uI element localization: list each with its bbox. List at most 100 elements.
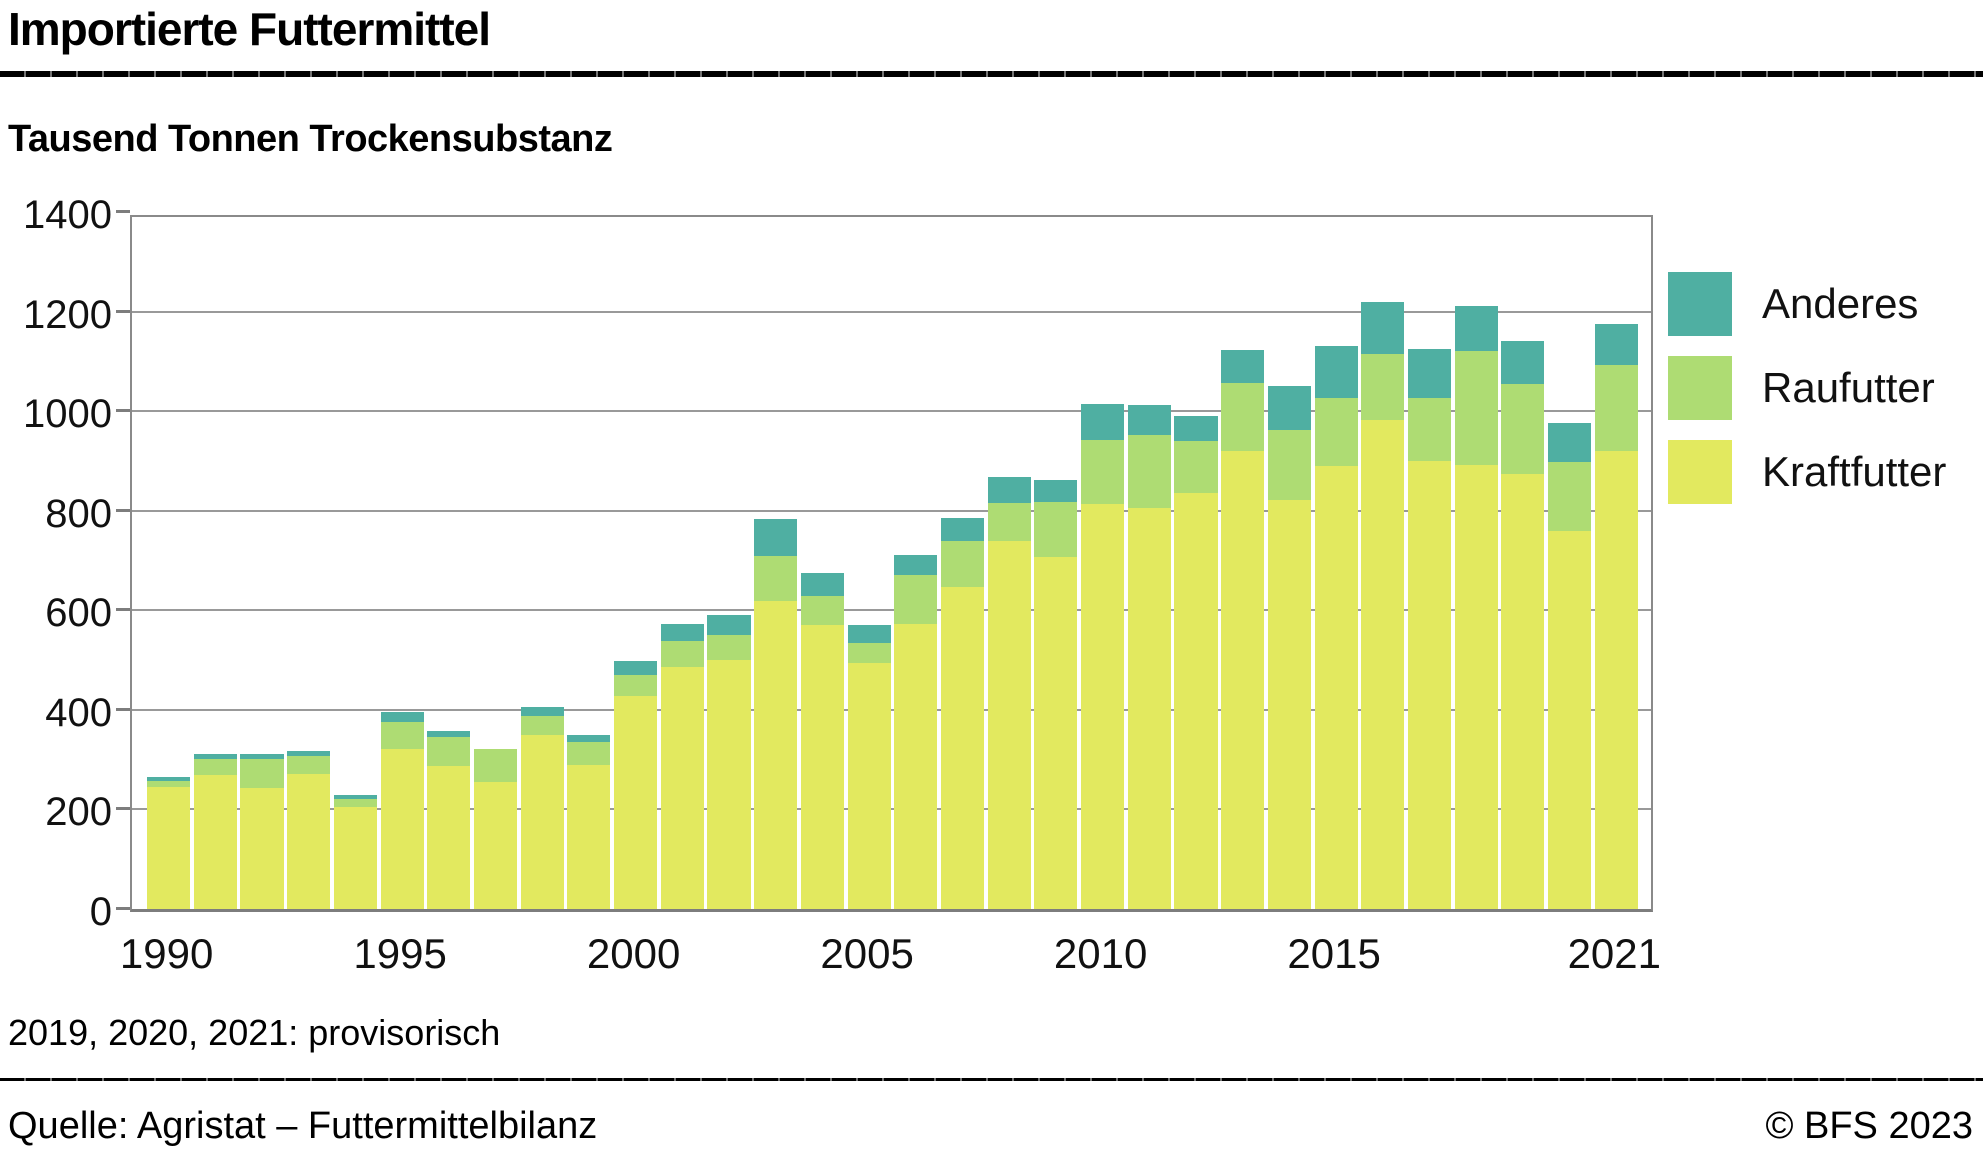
legend-item-anderes: Anderes xyxy=(1668,272,1946,336)
bar-segment-kraftfutter-2016 xyxy=(1361,420,1405,909)
bar-2001 xyxy=(660,623,704,909)
y-axis-tick-800 xyxy=(116,508,130,512)
legend-label-raufutter: Raufutter xyxy=(1762,364,1935,411)
bar-segment-kraftfutter-2002 xyxy=(707,660,751,909)
y-axis-label-800: 800 xyxy=(45,491,112,536)
bar-segment-kraftfutter-2005 xyxy=(847,662,891,909)
bar-segment-kraftfutter-1991 xyxy=(193,774,237,909)
bar-segment-anderes-2012 xyxy=(1174,416,1218,442)
bar-segment-anderes-2000 xyxy=(614,661,658,675)
bar-segment-anderes-1991 xyxy=(193,754,237,759)
y-axis-tick-1000 xyxy=(116,409,130,413)
bar-segment-anderes-2013 xyxy=(1221,350,1265,384)
bar-segment-kraftfutter-1993 xyxy=(287,773,331,909)
bar-segment-raufutter-1998 xyxy=(520,715,564,736)
bar-segment-kraftfutter-2001 xyxy=(660,666,704,909)
bar-segment-anderes-2019 xyxy=(1501,340,1545,385)
gridline-800 xyxy=(132,509,1651,512)
gridline-200 xyxy=(132,808,1651,811)
legend-swatch-raufutter xyxy=(1668,356,1732,420)
bar-segment-raufutter-2008 xyxy=(987,503,1031,542)
provisional-note: 2019, 2020, 2021: provisorisch xyxy=(8,1012,501,1053)
bar-2006 xyxy=(894,554,938,909)
bar-2004 xyxy=(800,572,844,909)
bar-segment-kraftfutter-1992 xyxy=(240,787,284,909)
bar-2020 xyxy=(1548,423,1592,909)
y-axis-label-1200: 1200 xyxy=(23,292,112,337)
bar-segment-anderes-1992 xyxy=(240,754,284,759)
bar-segment-kraftfutter-2010 xyxy=(1081,504,1125,909)
bar-segment-anderes-2014 xyxy=(1267,386,1311,431)
bar-segment-raufutter-1999 xyxy=(567,741,611,765)
bar-2003 xyxy=(754,518,798,909)
bar-segment-kraftfutter-2018 xyxy=(1454,464,1498,909)
bar-segment-anderes-2009 xyxy=(1034,479,1078,503)
bar-segment-kraftfutter-2000 xyxy=(614,695,658,909)
x-axis-label-2010: 2010 xyxy=(1053,930,1148,977)
bar-2008 xyxy=(987,476,1031,909)
bar-2012 xyxy=(1174,416,1218,909)
legend-label-kraftfutter: Kraftfutter xyxy=(1762,448,1947,495)
bar-segment-kraftfutter-2008 xyxy=(987,541,1031,909)
bar-1998 xyxy=(520,706,564,909)
bar-segment-anderes-2016 xyxy=(1361,301,1405,355)
x-axis-label-2005: 2005 xyxy=(820,930,914,977)
bar-segment-anderes-1994 xyxy=(333,795,377,799)
bar-segment-raufutter-1991 xyxy=(193,758,237,775)
bar-1995 xyxy=(380,711,424,909)
legend-swatch-kraftfutter xyxy=(1668,440,1732,504)
bar-segment-kraftfutter-2019 xyxy=(1501,473,1545,909)
bar-segment-kraftfutter-2006 xyxy=(894,624,938,909)
bar-segment-kraftfutter-2021 xyxy=(1594,450,1638,909)
x-axis-label-2000: 2000 xyxy=(586,930,681,977)
bar-segment-anderes-2011 xyxy=(1127,405,1171,436)
y-axis-tick-1400 xyxy=(116,210,130,213)
bar-segment-raufutter-2005 xyxy=(847,642,891,663)
bar-segment-anderes-1999 xyxy=(567,735,611,742)
bar-2005 xyxy=(847,625,891,909)
bar-2010 xyxy=(1081,403,1125,909)
bar-2018 xyxy=(1454,305,1498,909)
bar-segment-anderes-2003 xyxy=(754,518,798,556)
bar-segment-anderes-1990 xyxy=(147,776,191,782)
legend-label-anderes: Anderes xyxy=(1762,280,1919,327)
bar-segment-raufutter-2009 xyxy=(1034,502,1078,558)
bar-segment-raufutter-1994 xyxy=(333,798,377,808)
bar-segment-kraftfutter-2020 xyxy=(1548,530,1592,909)
bar-segment-raufutter-2016 xyxy=(1361,354,1405,421)
gridline-600 xyxy=(132,609,1651,612)
bar-segment-anderes-2020 xyxy=(1548,423,1592,463)
bar-2016 xyxy=(1361,301,1405,909)
chart-subtitle-unit: Tausend Tonnen Trockensubstanz xyxy=(8,118,613,160)
bar-segment-anderes-2018 xyxy=(1454,305,1498,352)
bar-segment-raufutter-2017 xyxy=(1407,397,1452,462)
bar-1993 xyxy=(287,751,331,909)
bar-1990 xyxy=(147,776,191,909)
bar-segment-raufutter-1993 xyxy=(287,755,331,774)
bar-segment-anderes-2015 xyxy=(1314,345,1358,398)
bar-segment-kraftfutter-2017 xyxy=(1407,461,1452,909)
gridline-1000 xyxy=(132,410,1651,413)
bar-2019 xyxy=(1501,340,1545,909)
legend-item-kraftfutter: Kraftfutter xyxy=(1668,440,1946,504)
bar-segment-anderes-1993 xyxy=(287,751,331,756)
bar-segment-anderes-2008 xyxy=(987,476,1031,504)
gridline-1200 xyxy=(132,310,1651,313)
y-axis-tick-400 xyxy=(116,707,130,711)
bar-segment-kraftfutter-2007 xyxy=(940,587,985,909)
bar-segment-anderes-1996 xyxy=(427,731,471,738)
bar-segment-kraftfutter-2003 xyxy=(754,600,798,909)
bar-segment-raufutter-2018 xyxy=(1454,351,1498,465)
bar-segment-raufutter-1990 xyxy=(147,781,191,788)
bar-segment-raufutter-2015 xyxy=(1314,397,1358,467)
bar-segment-anderes-2010 xyxy=(1081,403,1125,440)
bar-segment-raufutter-1995 xyxy=(380,721,424,749)
bar-segment-kraftfutter-1996 xyxy=(427,765,471,909)
bar-segment-raufutter-2010 xyxy=(1081,439,1125,505)
bar-segment-kraftfutter-2012 xyxy=(1174,492,1218,909)
bar-1992 xyxy=(240,754,284,909)
bar-segment-raufutter-2011 xyxy=(1127,435,1171,508)
bar-segment-raufutter-2007 xyxy=(940,540,985,588)
bar-segment-anderes-2005 xyxy=(847,625,891,643)
bar-segment-raufutter-2014 xyxy=(1267,430,1311,500)
